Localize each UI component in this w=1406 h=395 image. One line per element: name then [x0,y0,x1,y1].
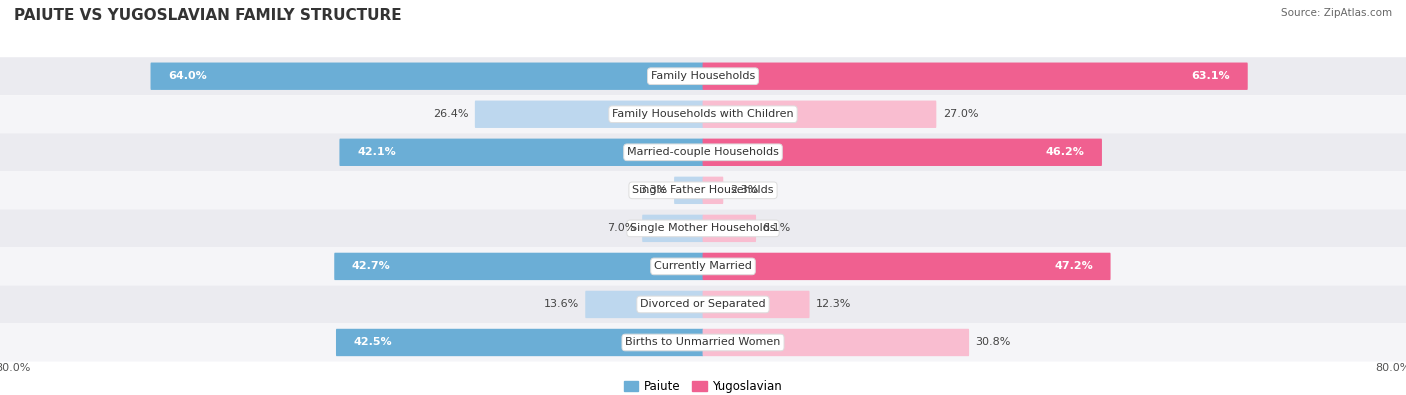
Text: Divorced or Separated: Divorced or Separated [640,299,766,309]
FancyBboxPatch shape [0,324,1406,361]
Text: Family Households: Family Households [651,71,755,81]
FancyBboxPatch shape [475,101,703,128]
Text: 7.0%: 7.0% [607,223,636,233]
Text: Source: ZipAtlas.com: Source: ZipAtlas.com [1281,8,1392,18]
FancyBboxPatch shape [703,177,723,204]
FancyBboxPatch shape [335,253,703,280]
Text: 42.5%: 42.5% [354,337,392,348]
FancyBboxPatch shape [643,214,703,242]
FancyBboxPatch shape [585,291,703,318]
FancyBboxPatch shape [0,171,1406,209]
FancyBboxPatch shape [703,139,1102,166]
Text: 26.4%: 26.4% [433,109,468,119]
FancyBboxPatch shape [703,253,1111,280]
FancyBboxPatch shape [0,57,1406,95]
FancyBboxPatch shape [703,214,756,242]
FancyBboxPatch shape [673,177,703,204]
FancyBboxPatch shape [0,95,1406,133]
FancyBboxPatch shape [336,329,703,356]
Text: 63.1%: 63.1% [1191,71,1230,81]
FancyBboxPatch shape [0,286,1406,324]
Text: 6.1%: 6.1% [762,223,790,233]
Text: 2.3%: 2.3% [730,185,758,196]
FancyBboxPatch shape [703,291,810,318]
FancyBboxPatch shape [0,209,1406,247]
FancyBboxPatch shape [339,139,703,166]
Text: 80.0%: 80.0% [1375,363,1406,373]
FancyBboxPatch shape [703,101,936,128]
Text: 13.6%: 13.6% [544,299,579,309]
Text: 42.1%: 42.1% [357,147,396,157]
Text: Single Mother Households: Single Mother Households [630,223,776,233]
Text: Married-couple Households: Married-couple Households [627,147,779,157]
Text: Births to Unmarried Women: Births to Unmarried Women [626,337,780,348]
FancyBboxPatch shape [150,62,703,90]
FancyBboxPatch shape [0,133,1406,171]
Text: 3.3%: 3.3% [640,185,668,196]
Text: 27.0%: 27.0% [943,109,979,119]
FancyBboxPatch shape [703,62,1247,90]
Text: Single Father Households: Single Father Households [633,185,773,196]
Text: Family Households with Children: Family Households with Children [612,109,794,119]
Text: PAIUTE VS YUGOSLAVIAN FAMILY STRUCTURE: PAIUTE VS YUGOSLAVIAN FAMILY STRUCTURE [14,8,402,23]
Text: 42.7%: 42.7% [352,261,391,271]
Legend: Paiute, Yugoslavian: Paiute, Yugoslavian [619,375,787,395]
Text: 12.3%: 12.3% [815,299,852,309]
FancyBboxPatch shape [0,247,1406,286]
Text: Currently Married: Currently Married [654,261,752,271]
FancyBboxPatch shape [703,329,969,356]
Text: 46.2%: 46.2% [1046,147,1084,157]
Text: 64.0%: 64.0% [169,71,207,81]
Text: 30.8%: 30.8% [976,337,1011,348]
Text: 80.0%: 80.0% [0,363,31,373]
Text: 47.2%: 47.2% [1054,261,1092,271]
